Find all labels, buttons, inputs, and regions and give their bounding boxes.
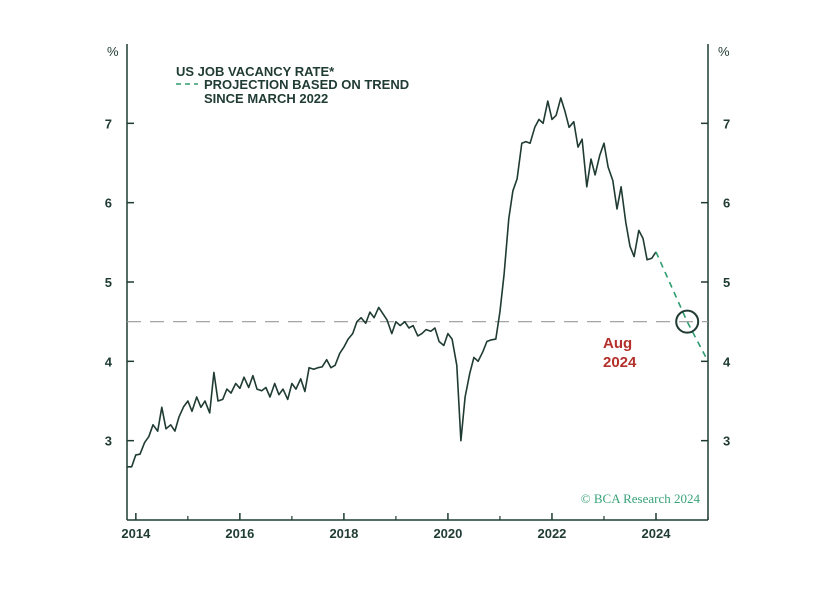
plot-area [126,44,709,521]
legend: US JOB VACANCY RATE* PROJECTION BASED ON… [176,64,409,106]
annotation-year: 2024 [603,354,637,371]
projection-line [655,251,709,362]
left-y-tick-label: 3 [105,434,112,449]
legend-item-projection: PROJECTION BASED ON TREND [204,77,409,92]
x-tick-label: 2014 [121,526,151,541]
legend-item-projection-line2: SINCE MARCH 2022 [204,91,328,106]
right-y-tick-label: 4 [723,354,731,369]
x-tick-label: 2018 [329,526,358,541]
right-y-tick-label: 3 [723,434,730,449]
right-y-tick-label: 6 [723,196,730,211]
right-y-tick-label: 5 [723,275,730,290]
vacancy-rate-line [127,97,657,468]
x-tick-label: 2020 [433,526,462,541]
axis-ticks: 3 3 4 4 5 5 6 6 7 7 2014 2016 2018 2020 2022 2024 [105,116,731,541]
left-y-tick-label: 6 [105,196,112,211]
x-tick-label: 2022 [537,526,566,541]
left-y-tick-label: 7 [105,116,112,131]
left-y-tick-label: 5 [105,275,112,290]
left-y-tick-label: 4 [105,354,113,369]
left-unit-label: % [107,44,119,59]
intersection-circle [675,309,700,334]
source-credit: © BCA Research 2024 [581,491,701,506]
annotation-month: Aug [603,335,632,352]
x-tick-label: 2016 [225,526,254,541]
x-tick-label: 2024 [642,526,672,541]
right-y-tick-label: 7 [723,116,730,131]
legend-item-actual: US JOB VACANCY RATE* [176,64,335,79]
right-unit-label: % [718,44,730,59]
